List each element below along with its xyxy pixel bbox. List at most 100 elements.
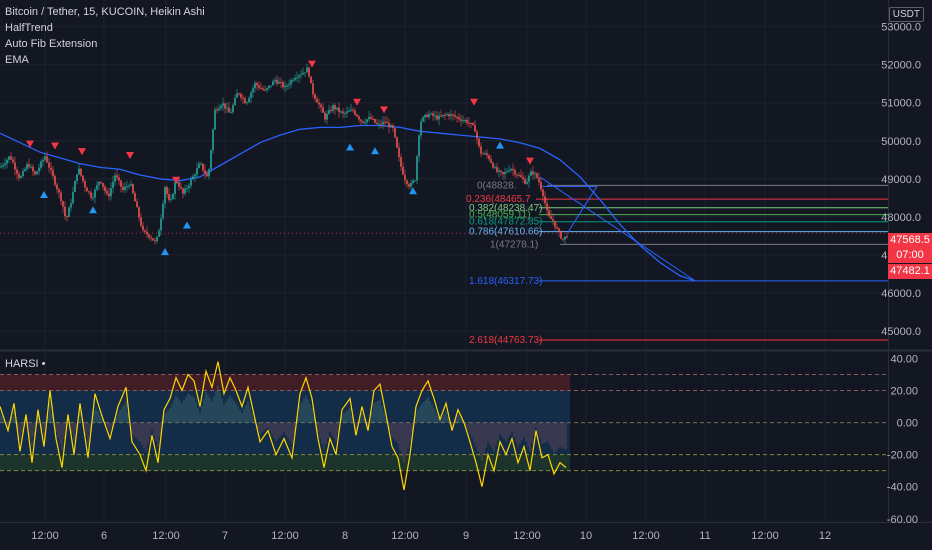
symbol-title[interactable]: Bitcoin / Tether, 15, KUCOIN, Heikin Ash…: [5, 6, 205, 18]
chart-legend: Bitcoin / Tether, 15, KUCOIN, Heikin Ash…: [5, 4, 205, 68]
candle-body: [122, 186, 124, 190]
candle-body: [298, 75, 300, 78]
fib-level-label: 0.236(48465.7: [466, 194, 531, 205]
fib-level-label: 0.382(48238.47): [469, 203, 542, 214]
candle-body: [366, 119, 368, 123]
candle-body: [142, 225, 144, 231]
candle-body: [446, 114, 448, 116]
y-tick-label: 49000.0: [881, 174, 921, 186]
indicator-halftrend[interactable]: HalfTrend: [5, 22, 53, 34]
candle-body: [212, 129, 214, 151]
candle-body: [532, 171, 534, 175]
candle-body: [554, 220, 556, 228]
candle-body: [458, 117, 460, 120]
candle-body: [536, 173, 538, 178]
candle-body: [172, 194, 174, 199]
candle-body: [400, 157, 402, 167]
candle-body: [300, 74, 302, 76]
harsi-axis[interactable]: 40.00 20.00 0.00 -20.00 -40.00 -60.00: [887, 353, 918, 525]
candle-body: [414, 180, 416, 182]
price-axis[interactable]: 53000.0 52000.0 51000.0 50000.0 49000.0 48000…: [881, 22, 921, 338]
x-tick-label: 8: [342, 530, 348, 542]
candle-body: [354, 110, 356, 115]
x-tick-label: 12:00: [31, 530, 59, 542]
candle-body: [394, 128, 396, 138]
candle-body: [96, 184, 98, 190]
candle-body: [194, 174, 196, 177]
candle-body: [420, 121, 422, 136]
candle-body: [232, 104, 234, 113]
candle-body: [70, 203, 72, 208]
time-axis[interactable]: 12:00 6 12:00 7 12:00 8 12:00 9 12:00 10 12:00 11 12…: [31, 530, 831, 542]
candle-body: [316, 98, 318, 103]
harsi-band-top: [0, 374, 570, 391]
candle-body: [264, 89, 266, 91]
harsi-line: [0, 361, 567, 491]
candle-body: [508, 170, 510, 172]
fib-level-label: 0(48828.: [477, 180, 516, 191]
candle-body: [20, 176, 22, 178]
candle-body: [248, 98, 250, 103]
candle-body: [114, 175, 116, 182]
x-tick-label: 10: [580, 530, 592, 542]
candle-body: [504, 172, 506, 175]
candle-body: [100, 181, 102, 184]
candle-body: [234, 97, 236, 105]
candle-body: [202, 163, 204, 171]
candle-body: [144, 230, 146, 232]
ema-line: [0, 124, 696, 282]
indicator-ema[interactable]: EMA: [5, 54, 29, 66]
candle-body: [208, 169, 210, 177]
candle-body: [28, 164, 30, 168]
candle-body: [382, 121, 384, 125]
currency-button[interactable]: USDT: [888, 7, 924, 22]
sell-arrow-icon: [353, 98, 361, 106]
sell-arrow-icon: [380, 106, 388, 114]
candle-body: [430, 113, 432, 115]
candle-body: [396, 137, 398, 148]
candle-body: [500, 170, 502, 173]
candle-body: [254, 82, 256, 89]
candle-body: [118, 177, 120, 181]
candle-body: [530, 171, 532, 176]
candle-body: [10, 156, 12, 160]
candle-body: [198, 163, 200, 169]
candle-body: [432, 113, 434, 116]
x-tick-label: 12:00: [751, 530, 779, 542]
candle-body: [416, 156, 418, 181]
candle-body: [340, 111, 342, 113]
ema-path: [0, 124, 696, 282]
candle-body: [450, 114, 452, 117]
candle-body: [26, 164, 28, 170]
candle-body: [542, 189, 544, 197]
candle-body: [546, 203, 548, 211]
harsi-title[interactable]: HARSI •: [5, 358, 46, 370]
candle-body: [86, 187, 88, 192]
candle-body: [170, 198, 172, 200]
candle-body: [404, 174, 406, 181]
candle-body: [320, 104, 322, 108]
buy-arrow-icon: [40, 191, 48, 199]
buy-arrow-icon: [89, 206, 97, 214]
candle-body: [326, 113, 328, 120]
candle-body: [522, 177, 524, 180]
candle-body: [444, 114, 446, 116]
harsi-band-bot: [0, 454, 570, 471]
candle-body: [452, 114, 454, 116]
candle-body: [428, 114, 430, 118]
candle-body: [106, 190, 108, 194]
candle-body: [64, 206, 66, 217]
candle-body: [556, 227, 558, 229]
candle-body: [360, 119, 362, 122]
candle-body: [348, 110, 350, 112]
candle-body: [160, 218, 162, 231]
indicator-auto-fib[interactable]: Auto Fib Extension: [5, 38, 98, 50]
candle-body: [32, 166, 34, 172]
candle-body: [16, 169, 18, 174]
candle-body: [88, 191, 90, 193]
candle-body: [410, 183, 412, 187]
candle-body: [154, 240, 156, 242]
candle-body: [140, 217, 142, 226]
candle-body: [482, 153, 484, 155]
